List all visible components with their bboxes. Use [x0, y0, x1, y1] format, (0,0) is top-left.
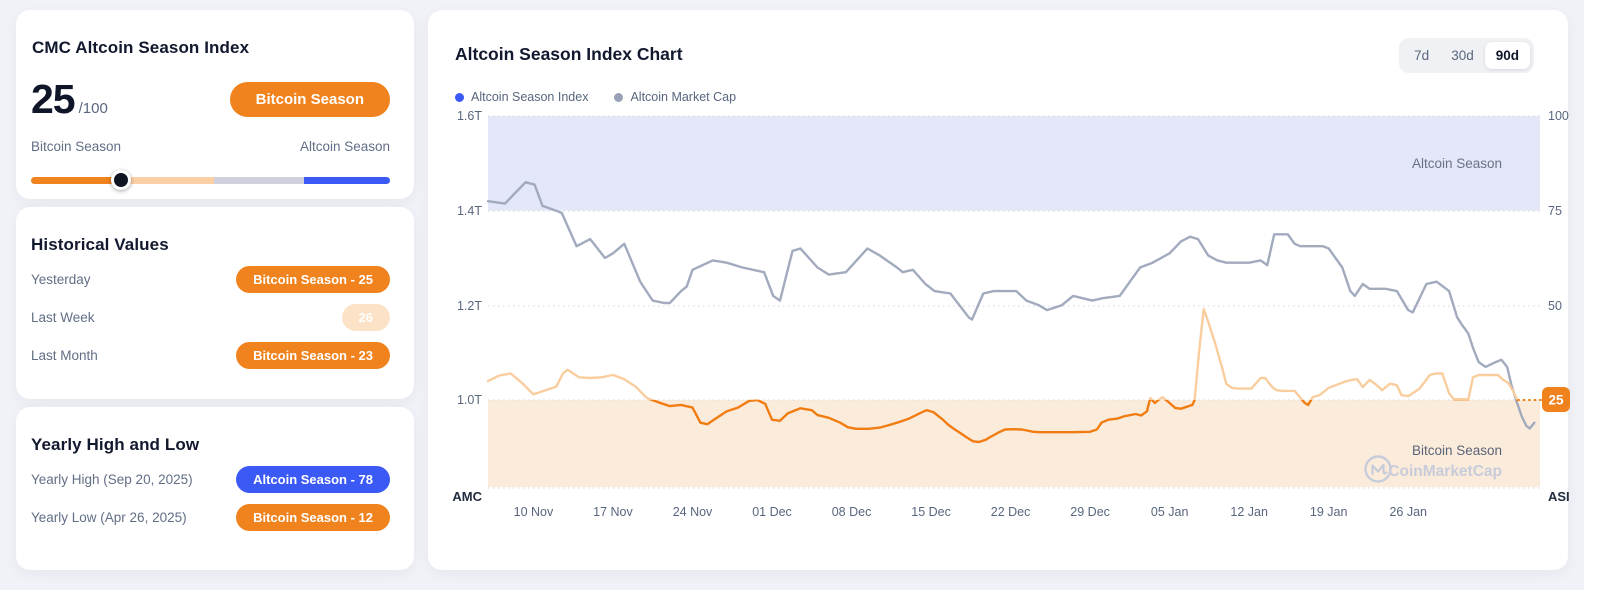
band-altcoin-season [488, 116, 1540, 211]
band-bitcoin-season [488, 400, 1540, 488]
coinmarketcap-logo-icon [1364, 455, 1392, 483]
row-label: Yearly Low (Apr 26, 2025) [31, 510, 187, 525]
x-axis-tick: 26 Jan [1389, 505, 1427, 519]
current-value-badge-text: 25 [1548, 393, 1564, 408]
yearly-high-low-card: Yearly High and Low Yearly High (Sep 20,… [16, 407, 414, 570]
series-altcoin-market-cap [486, 181, 1536, 430]
x-axis-tick: 22 Dec [991, 505, 1031, 519]
altcoin-season-band-label: Altcoin Season [1412, 156, 1502, 171]
x-axis-tick: 29 Dec [1070, 505, 1110, 519]
x-axis-tick: 17 Nov [593, 505, 633, 519]
current-value-badge [1542, 387, 1570, 412]
chart-title: Altcoin Season Index Chart [455, 44, 683, 64]
right-axis-label: ASI [1548, 489, 1570, 504]
legend-item-altcoin-season-index[interactable]: Altcoin Season Index [455, 90, 588, 104]
index-card-title: CMC Altcoin Season Index [32, 38, 250, 57]
chart-canvas[interactable]: Altcoin Season Bitcoin Season CoinMarketCa… [440, 105, 1570, 565]
index-value: 25 [31, 76, 76, 122]
scale-label-altcoin: Altcoin Season [299, 139, 390, 154]
slider-segment-lower-mid-zone [113, 177, 215, 184]
historical-row-last-week: Last Week 26 [31, 304, 390, 331]
yearly-card-title: Yearly High and Low [31, 435, 200, 454]
left-axis-tick: 1.0T [457, 393, 482, 407]
right-axis-tick: 50 [1548, 299, 1562, 313]
series-altcoin-season-index [486, 307, 1519, 444]
range-button-7d[interactable]: 7d [1403, 42, 1440, 69]
coinmarketcap-watermark-text: CoinMarketCap [1388, 463, 1502, 480]
x-axis-tick: 12 Jan [1230, 505, 1268, 519]
left-axis-tick: 1.4T [457, 204, 482, 218]
slider-segment-bitcoin-zone [31, 177, 114, 184]
page-background: CMC Altcoin Season Index 25 /100 Bitcoin… [0, 0, 1584, 590]
legend-label: Altcoin Season Index [471, 90, 589, 104]
right-axis-tick: 75 [1548, 204, 1562, 218]
altcoin-season-chart-card: Altcoin Season Index Chart Altcoin Seaso… [428, 10, 1570, 570]
scale-label-bitcoin: Bitcoin Season [31, 139, 122, 154]
x-axis-tick: 10 Nov [514, 505, 554, 519]
chart-legend: Altcoin Season Index Altcoin Market Cap [455, 90, 736, 104]
left-axis-tick: 1.2T [457, 299, 482, 313]
season-value-badge: Bitcoin Season - 25 [236, 266, 390, 293]
x-axis-tick: 08 Dec [832, 505, 872, 519]
x-axis-tick: 24 Nov [673, 505, 713, 519]
season-slider [31, 170, 390, 190]
historical-row-last-month: Last Month Bitcoin Season - 23 [31, 342, 390, 369]
range-button-90d[interactable]: 90d [1484, 42, 1530, 69]
yearly-high-row: Yearly High (Sep 20, 2025) Altcoin Seaso… [31, 466, 390, 493]
right-axis-tick: 100 [1548, 109, 1569, 123]
row-label: Last Month [31, 348, 98, 363]
x-axis-tick: 15 Dec [911, 505, 951, 519]
index-max: /100 [78, 100, 108, 117]
historical-values-card: Historical Values Yesterday Bitcoin Seas… [16, 207, 414, 399]
coinmarketcap-logo-m-icon [1371, 463, 1388, 476]
x-axis-tick: 01 Dec [752, 505, 792, 519]
page-edge [1584, 0, 1600, 606]
historical-row-yesterday: Yesterday Bitcoin Season - 25 [31, 266, 390, 293]
x-axis-tick: 05 Jan [1151, 505, 1189, 519]
altcoin-season-index-card: CMC Altcoin Season Index 25 /100 Bitcoin… [16, 10, 414, 199]
season-value-badge-blue: Altcoin Season - 78 [236, 466, 390, 493]
historical-card-title: Historical Values [31, 235, 169, 254]
row-label: Yearly High (Sep 20, 2025) [31, 472, 193, 487]
slider-segment-upper-mid-zone [214, 177, 304, 184]
legend-dot-blue-icon [455, 92, 464, 102]
slider-segment-altcoin-zone [303, 177, 390, 184]
range-button-30d[interactable]: 30d [1440, 42, 1485, 69]
legend-dot-gray-icon [614, 92, 624, 102]
season-value-badge: Bitcoin Season - 12 [236, 504, 390, 531]
bitcoin-season-band-label: Bitcoin Season [1412, 443, 1502, 458]
index-value-group: 25 /100 [31, 76, 108, 123]
x-axis-tick: 19 Jan [1310, 505, 1348, 519]
left-axis-tick: 1.6T [457, 109, 482, 123]
current-season-badge: Bitcoin Season [229, 82, 390, 117]
season-slider-handle [110, 170, 131, 190]
page-edge [0, 590, 1600, 606]
left-axis-label: AMC [452, 489, 482, 504]
legend-item-altcoin-market-cap[interactable]: Altcoin Market Cap [614, 90, 736, 104]
yearly-low-row: Yearly Low (Apr 26, 2025) Bitcoin Season… [31, 504, 390, 531]
row-label: Last Week [31, 310, 95, 325]
season-slider-track [31, 177, 390, 184]
season-value-badge: Bitcoin Season - 23 [236, 342, 390, 369]
legend-label: Altcoin Market Cap [630, 90, 737, 104]
time-range-switcher: 7d 30d 90d [1399, 38, 1534, 73]
row-label: Yesterday [31, 272, 91, 287]
season-value-badge-faded: 26 [341, 304, 390, 331]
